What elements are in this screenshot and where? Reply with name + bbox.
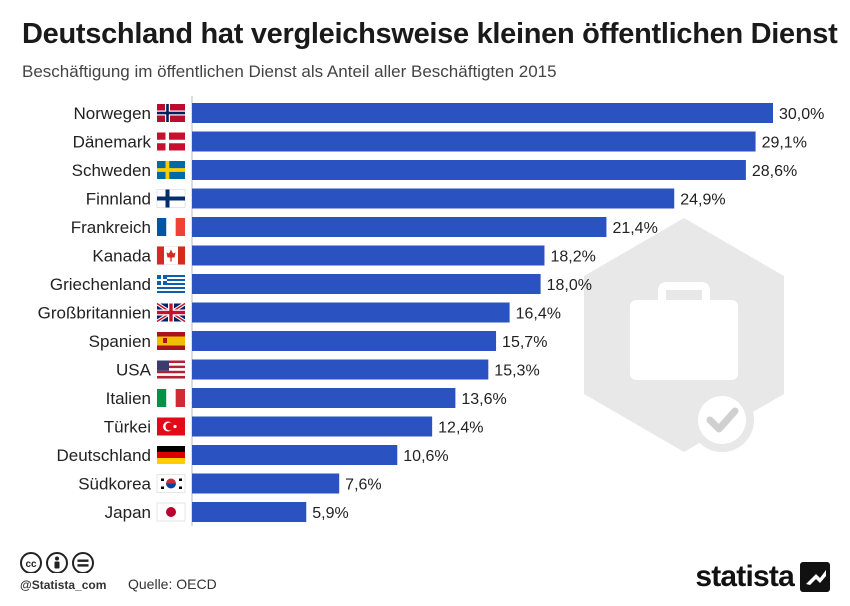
category-label: Italien [106, 389, 151, 408]
value-label: 21,4% [612, 220, 657, 237]
turkey-flag [157, 417, 185, 436]
category-label: Türkei [104, 418, 151, 437]
value-label: 13,6% [461, 391, 506, 408]
bar-7 [192, 302, 510, 323]
category-label: Norwegen [74, 104, 152, 123]
bar-4 [192, 217, 607, 237]
category-label: Frankreich [71, 218, 151, 237]
value-label: 18,0% [547, 277, 592, 294]
value-label: 15,3% [494, 363, 539, 380]
bar-chart: 30,0% Norwegen 29,1% Dänemark 28,6% Schweden 2… [38, 96, 824, 526]
category-label: Finnland [86, 190, 151, 209]
statista-handle: @Statista_com [20, 578, 107, 592]
statista-logo-icon [800, 562, 830, 592]
value-label: 15,7% [502, 334, 547, 351]
bar-11 [192, 416, 433, 437]
category-label: Schweden [72, 161, 151, 180]
category-label: Großbritannien [38, 304, 151, 323]
bar-6 [192, 274, 541, 294]
creative-commons-icons: cc [20, 552, 94, 573]
bar-13 [192, 473, 340, 494]
category-label: Südkorea [78, 475, 151, 494]
briefcase-icon [584, 218, 784, 452]
value-label: 24,9% [680, 192, 725, 209]
norway-flag [157, 104, 185, 122]
bar-10 [192, 388, 456, 408]
bar-0 [192, 103, 773, 123]
bar-2 [192, 160, 746, 180]
france-flag [157, 218, 185, 236]
value-label: 28,6% [752, 163, 797, 180]
category-label: Griechenland [50, 275, 151, 294]
canada-flag [156, 246, 186, 265]
value-label: 16,4% [516, 306, 561, 323]
value-label: 30,0% [779, 106, 824, 123]
japan-flag [156, 502, 186, 522]
svg-text:cc: cc [25, 559, 37, 570]
spain-flag [157, 332, 185, 350]
bar-5 [192, 245, 545, 266]
chart-subtitle: Beschäftigung im öffentlichen Dienst als… [22, 62, 557, 81]
statista-logo: statista [695, 560, 830, 594]
bar-1 [192, 131, 756, 152]
uk-flag [156, 301, 186, 324]
no-derivatives-icon [72, 552, 94, 573]
germany-flag [157, 446, 185, 464]
finland-flag [156, 189, 186, 208]
category-label: Deutschland [56, 446, 151, 465]
category-label: Japan [105, 503, 151, 522]
value-label: 29,1% [762, 135, 807, 152]
statista-logo-text: statista [695, 560, 794, 593]
attribution-icon [46, 552, 68, 573]
category-label: Dänemark [73, 133, 152, 152]
category-label: Kanada [92, 247, 151, 266]
value-label: 7,6% [345, 477, 381, 494]
south-korea-flag [156, 474, 186, 493]
bar-14 [192, 502, 307, 522]
source-label: Quelle: OECD [128, 576, 217, 592]
cc-icon: cc [20, 552, 42, 573]
category-label: Spanien [89, 332, 151, 351]
value-label: 5,9% [312, 505, 348, 522]
denmark-flag [157, 132, 185, 151]
bar-3 [192, 188, 675, 209]
value-label: 18,2% [550, 249, 595, 266]
greece-flag [157, 275, 185, 293]
bar-9 [192, 359, 489, 380]
chart-title: Deutschland hat vergleichsweise kleinen … [22, 18, 838, 50]
usa-flag [157, 360, 185, 379]
sweden-flag [157, 161, 185, 179]
bar-8 [192, 331, 497, 351]
value-label: 10,6% [403, 448, 448, 465]
italy-flag [157, 389, 185, 407]
value-label: 12,4% [438, 420, 483, 437]
bar-12 [192, 445, 398, 465]
category-label: USA [116, 361, 152, 380]
